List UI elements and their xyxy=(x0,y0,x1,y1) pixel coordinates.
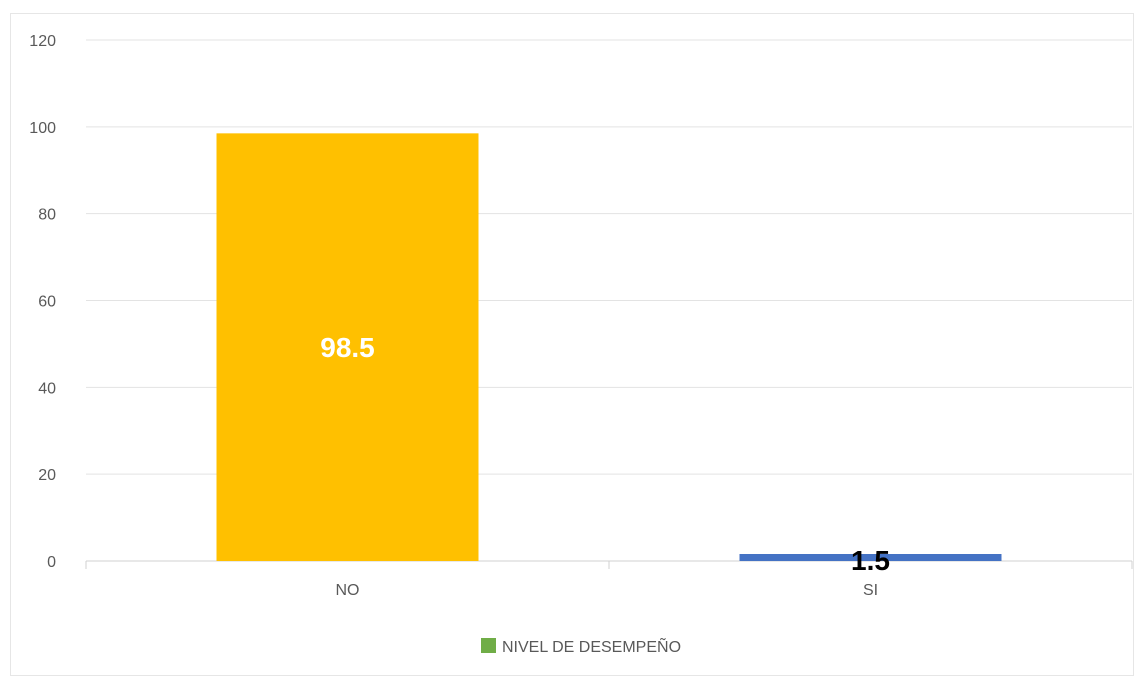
y-tick-label: 0 xyxy=(47,554,56,571)
y-tick-label: 60 xyxy=(38,294,56,311)
bar-si xyxy=(739,554,1002,561)
bars xyxy=(216,133,1002,562)
y-tick-label: 20 xyxy=(38,467,56,484)
chart-frame xyxy=(10,13,1134,676)
x-axis: NO SI xyxy=(85,560,1133,599)
legend: NIVEL DE DESEMPEÑO xyxy=(481,636,681,656)
y-tick-label: 120 xyxy=(29,33,56,50)
data-label: 98.5 xyxy=(320,332,375,363)
bar-no xyxy=(216,133,479,562)
y-tick-label: 100 xyxy=(29,120,56,137)
data-label: 1.5 xyxy=(851,545,890,576)
y-axis: 0 20 40 60 80 100 120 xyxy=(29,33,56,571)
data-labels: 98.5 1.5 xyxy=(320,332,890,576)
legend-label: NIVEL DE DESEMPEÑO xyxy=(502,636,681,656)
x-tick-label: SI xyxy=(863,582,878,599)
y-tick-label: 40 xyxy=(38,380,56,397)
legend-swatch xyxy=(481,638,496,653)
y-tick-label: 80 xyxy=(38,207,56,224)
x-tick-label: NO xyxy=(336,582,360,599)
